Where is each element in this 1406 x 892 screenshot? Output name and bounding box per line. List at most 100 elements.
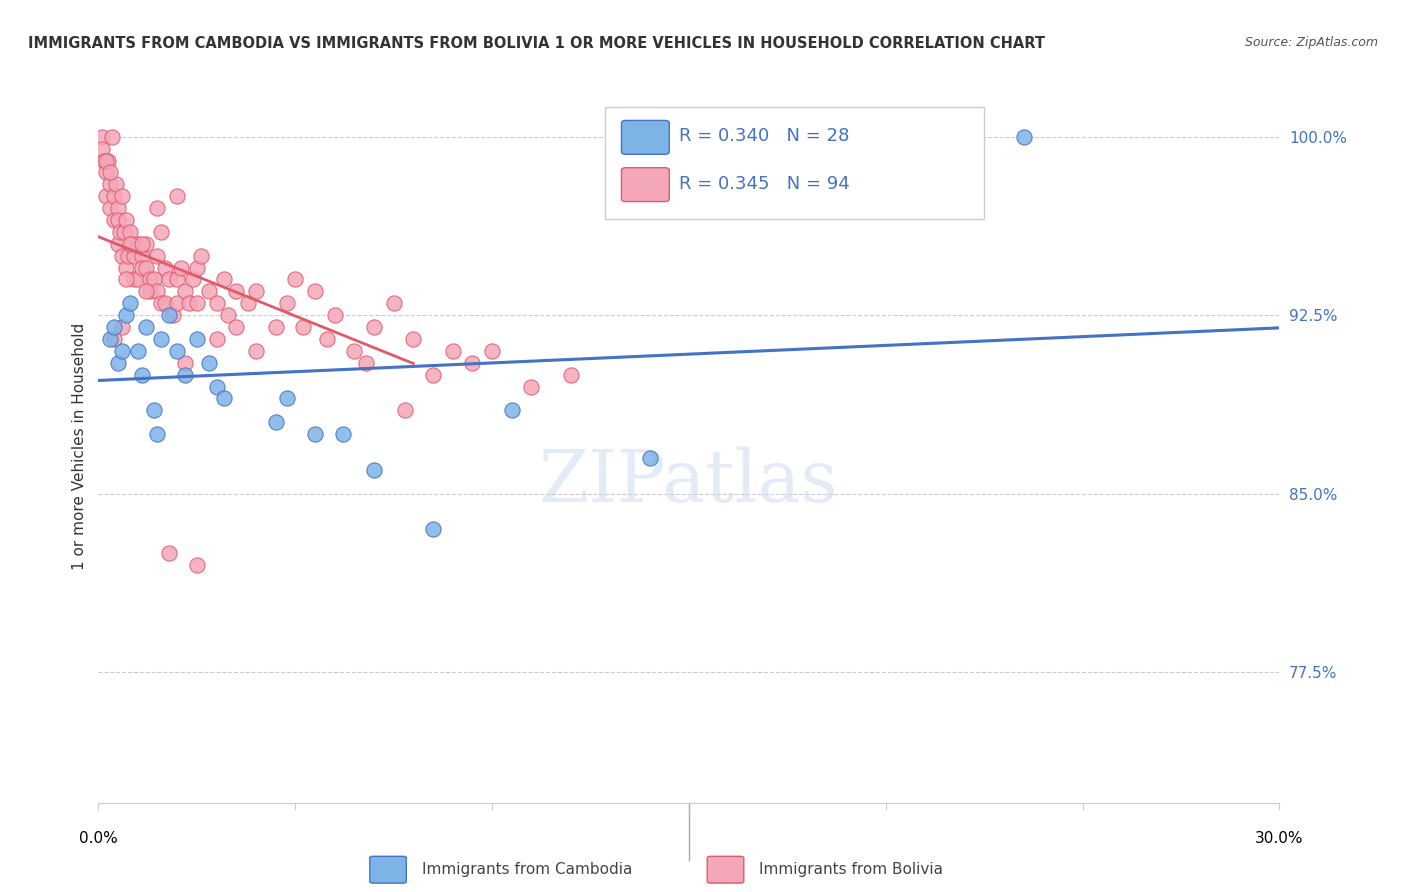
Point xyxy=(121,236,143,251)
Point xyxy=(107,213,129,227)
Point xyxy=(150,296,173,310)
Point xyxy=(107,236,129,251)
Point xyxy=(118,296,141,310)
Point xyxy=(245,285,267,299)
Point xyxy=(135,236,157,251)
Point xyxy=(284,272,307,286)
Point xyxy=(166,189,188,203)
Point xyxy=(441,343,464,358)
Point xyxy=(162,308,184,322)
Point xyxy=(150,225,173,239)
Point xyxy=(127,343,149,358)
Point xyxy=(155,296,177,310)
Point xyxy=(135,285,157,299)
Point xyxy=(98,332,121,346)
Point xyxy=(142,272,165,286)
Point xyxy=(304,427,326,442)
Point xyxy=(1012,129,1035,144)
Point xyxy=(122,272,145,286)
Point xyxy=(115,272,138,286)
Point xyxy=(197,285,219,299)
Point xyxy=(177,296,200,310)
Point xyxy=(501,403,523,417)
Point xyxy=(560,368,582,382)
Point xyxy=(127,236,149,251)
Point xyxy=(146,427,169,442)
Point xyxy=(131,236,153,251)
Point xyxy=(157,308,180,322)
Point xyxy=(186,332,208,346)
Point xyxy=(103,332,125,346)
Text: Immigrants from Bolivia: Immigrants from Bolivia xyxy=(759,863,943,877)
Point xyxy=(115,260,138,275)
Point xyxy=(150,332,173,346)
Point xyxy=(461,356,484,370)
Point xyxy=(111,189,134,203)
Point xyxy=(214,272,236,286)
Point xyxy=(186,296,208,310)
Point xyxy=(146,201,169,215)
Text: IMMIGRANTS FROM CAMBODIA VS IMMIGRANTS FROM BOLIVIA 1 OR MORE VEHICLES IN HOUSEH: IMMIGRANTS FROM CAMBODIA VS IMMIGRANTS F… xyxy=(28,36,1045,51)
Point xyxy=(638,450,661,465)
Point xyxy=(111,343,134,358)
Point xyxy=(97,153,120,168)
Point xyxy=(394,403,416,417)
Point xyxy=(157,272,180,286)
Point xyxy=(205,296,228,310)
Point xyxy=(103,213,125,227)
Y-axis label: 1 or more Vehicles in Household: 1 or more Vehicles in Household xyxy=(72,322,87,570)
Point xyxy=(91,129,114,144)
Point xyxy=(117,249,139,263)
Point xyxy=(343,343,366,358)
Point xyxy=(105,178,128,192)
Text: Source: ZipAtlas.com: Source: ZipAtlas.com xyxy=(1244,36,1378,49)
Point xyxy=(103,320,125,334)
Point xyxy=(155,260,177,275)
Point xyxy=(135,320,157,334)
Point xyxy=(96,153,118,168)
Point xyxy=(292,320,315,334)
Point xyxy=(146,285,169,299)
Point xyxy=(276,392,298,406)
Point xyxy=(174,285,197,299)
Text: R = 0.345   N = 94: R = 0.345 N = 94 xyxy=(679,175,849,193)
Point xyxy=(264,415,287,429)
Point xyxy=(217,308,239,322)
Point xyxy=(127,272,149,286)
Point xyxy=(304,285,326,299)
Point xyxy=(214,392,236,406)
Point xyxy=(107,201,129,215)
Point xyxy=(205,379,228,393)
Point xyxy=(122,249,145,263)
Point xyxy=(315,332,337,346)
Point xyxy=(190,249,212,263)
Point xyxy=(225,285,247,299)
Point xyxy=(146,249,169,263)
Point xyxy=(186,260,208,275)
Point xyxy=(131,368,153,382)
Point xyxy=(101,129,124,144)
Point xyxy=(205,332,228,346)
Point xyxy=(166,272,188,286)
Point xyxy=(115,213,138,227)
Point xyxy=(96,189,118,203)
Point xyxy=(354,356,377,370)
Point xyxy=(98,201,121,215)
Point xyxy=(422,522,444,536)
Text: ZIPatlas: ZIPatlas xyxy=(538,446,839,517)
Point xyxy=(98,165,121,179)
Point xyxy=(111,320,134,334)
Point xyxy=(138,272,160,286)
Point xyxy=(138,285,160,299)
Point xyxy=(181,272,204,286)
Point xyxy=(166,343,188,358)
Text: R = 0.340   N = 28: R = 0.340 N = 28 xyxy=(679,128,849,145)
Point xyxy=(174,356,197,370)
Point xyxy=(197,356,219,370)
Text: Immigrants from Cambodia: Immigrants from Cambodia xyxy=(422,863,633,877)
Point xyxy=(91,142,114,156)
Point xyxy=(520,379,543,393)
Point xyxy=(157,546,180,560)
Point xyxy=(98,178,121,192)
Point xyxy=(264,320,287,334)
